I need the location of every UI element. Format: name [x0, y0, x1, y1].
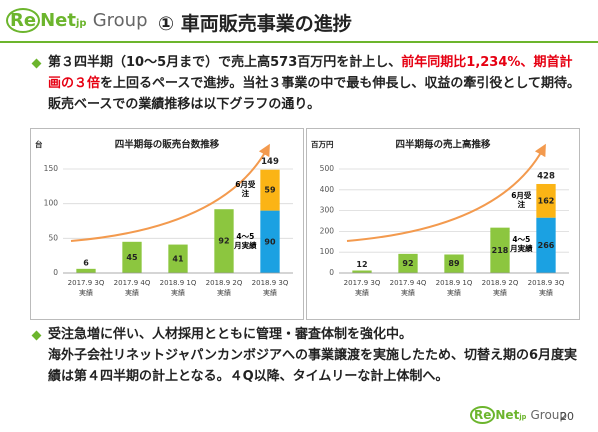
- logo-group: Group: [530, 408, 568, 422]
- y-tick-label: 300: [320, 206, 335, 215]
- page-number: 20: [560, 410, 574, 423]
- bar: [122, 241, 142, 273]
- logo-net: Net: [40, 10, 76, 31]
- bar: [168, 244, 188, 273]
- x-tick-label: 2017.9 4Q: [114, 279, 151, 287]
- title-rule: [0, 41, 598, 43]
- bullet-text: 第３四半期（10～5月まで）で売上高573百万円を計上し、前年同期比1,234%…: [48, 52, 583, 115]
- total-label: 428: [537, 171, 555, 181]
- series-note: 4～5月実績: [510, 235, 533, 254]
- y-unit: 百万円: [311, 140, 334, 149]
- bar: [536, 183, 556, 218]
- logo-net: Net: [495, 408, 520, 422]
- text-segment: 第３四半期（10～5月まで）で売上高573百万円を計上し、: [48, 55, 402, 70]
- x-tick-label: 2017.9 3Q: [344, 279, 381, 287]
- chart-panel: 四半期毎の売上高推移 百万円 0 100 200 300 400 500 2017.9 3Q 実績…: [306, 128, 580, 320]
- bar: [536, 217, 556, 273]
- data-label: 12: [356, 260, 367, 269]
- y-tick-label: 200: [320, 226, 335, 235]
- y-tick-label: 400: [320, 185, 335, 194]
- y-tick-label: 100: [44, 199, 59, 208]
- x-tick-sublabel: 実績: [171, 288, 185, 297]
- x-tick-label: 2018.9 2Q: [482, 279, 519, 287]
- data-label: 218: [492, 246, 509, 255]
- data-label: 45: [126, 253, 138, 262]
- series-note: 6月受注: [235, 180, 256, 199]
- y-unit: 台: [35, 139, 43, 149]
- x-tick-sublabel: 実績: [217, 288, 231, 297]
- bar: [214, 209, 234, 273]
- total-label: 149: [261, 157, 279, 167]
- x-tick-label: 2018.9 1Q: [436, 279, 473, 287]
- data-label: 89: [448, 259, 460, 268]
- x-tick-sublabel: 実績: [401, 288, 415, 297]
- data-label: 162: [538, 196, 555, 205]
- chart-title: 四半期毎の販売台数推移: [115, 139, 220, 151]
- data-label: 59: [264, 186, 276, 195]
- x-tick-label: 2017.9 3Q: [68, 279, 105, 287]
- y-tick-label: 100: [320, 247, 335, 256]
- data-label: 41: [172, 254, 184, 263]
- bar: [76, 268, 96, 273]
- bar: [398, 253, 418, 273]
- x-tick-label: 2018.9 2Q: [206, 279, 243, 287]
- logo-re: Re: [470, 406, 496, 424]
- x-tick-label: 2017.9 4Q: [390, 279, 427, 287]
- logo-group: Group: [92, 10, 148, 31]
- text-segment: 前年同期比1,234%、: [401, 55, 534, 70]
- bullet-text: 受注急増に伴い、人材採用とともに管理・審査体制を強化中。: [48, 324, 583, 345]
- text-segment: 受注急増に伴い、人材採用とともに管理・審査体制を強化中。: [48, 327, 413, 342]
- data-label: 266: [538, 241, 555, 250]
- y-tick-label: 150: [44, 164, 59, 173]
- y-tick-label: 0: [53, 268, 58, 277]
- data-label: 6: [83, 258, 89, 267]
- footer-logo: Re Netjp Group: [470, 406, 567, 424]
- chart-title: 四半期毎の売上高推移: [395, 139, 491, 151]
- growth-arrow: [346, 143, 546, 242]
- bar: [260, 169, 280, 211]
- text-segment: を上回るペースで進捗。当社３事業の中で最も伸長し、収益の牽引役として期待。販売ベ…: [48, 76, 580, 112]
- bar: [444, 254, 464, 273]
- paragraph: 海外子会社リネットジャパンカンボジアへの事業譲渡を実施したため、切替え期の6月度…: [48, 348, 578, 384]
- chart-panel: 四半期毎の販売台数推移台 0 50 100 150 2017.9 3Q 実績 6 2017.9 …: [30, 128, 304, 320]
- x-tick-sublabel: 実績: [263, 288, 277, 297]
- y-tick-label: 50: [48, 233, 58, 242]
- data-label: 90: [264, 237, 276, 246]
- slide-title: ① 車両販売事業の進捗: [158, 13, 352, 35]
- growth-arrow: [70, 143, 270, 242]
- bar: [490, 227, 510, 273]
- logo: Re Netjp Group: [6, 8, 148, 33]
- x-tick-sublabel: 実績: [79, 288, 93, 297]
- series-note: 4～5月実績: [234, 231, 257, 250]
- x-tick-sublabel: 実績: [493, 288, 507, 297]
- bar: [352, 270, 372, 273]
- x-tick-label: 2018.9 1Q: [160, 279, 197, 287]
- x-tick-label: 2018.9 3Q: [252, 279, 289, 287]
- data-label: 92: [402, 259, 413, 268]
- bullet-marker: [31, 330, 42, 341]
- bar: [260, 210, 280, 273]
- logo-jp: jp: [75, 18, 87, 29]
- logo-re: Re: [6, 8, 41, 33]
- series-note: 6月受注: [511, 190, 532, 209]
- x-tick-sublabel: 実績: [355, 288, 369, 297]
- x-tick-sublabel: 実績: [539, 288, 553, 297]
- text-segment: 期首計画の３倍: [48, 55, 573, 91]
- bullet-marker: [31, 58, 42, 69]
- x-tick-label: 2018.9 3Q: [528, 279, 565, 287]
- x-tick-sublabel: 実績: [125, 288, 139, 297]
- y-tick-label: 0: [329, 268, 334, 277]
- logo-jp: jp: [519, 413, 527, 421]
- data-label: 92: [218, 237, 229, 246]
- y-tick-label: 500: [320, 164, 335, 173]
- x-tick-sublabel: 実績: [447, 288, 461, 297]
